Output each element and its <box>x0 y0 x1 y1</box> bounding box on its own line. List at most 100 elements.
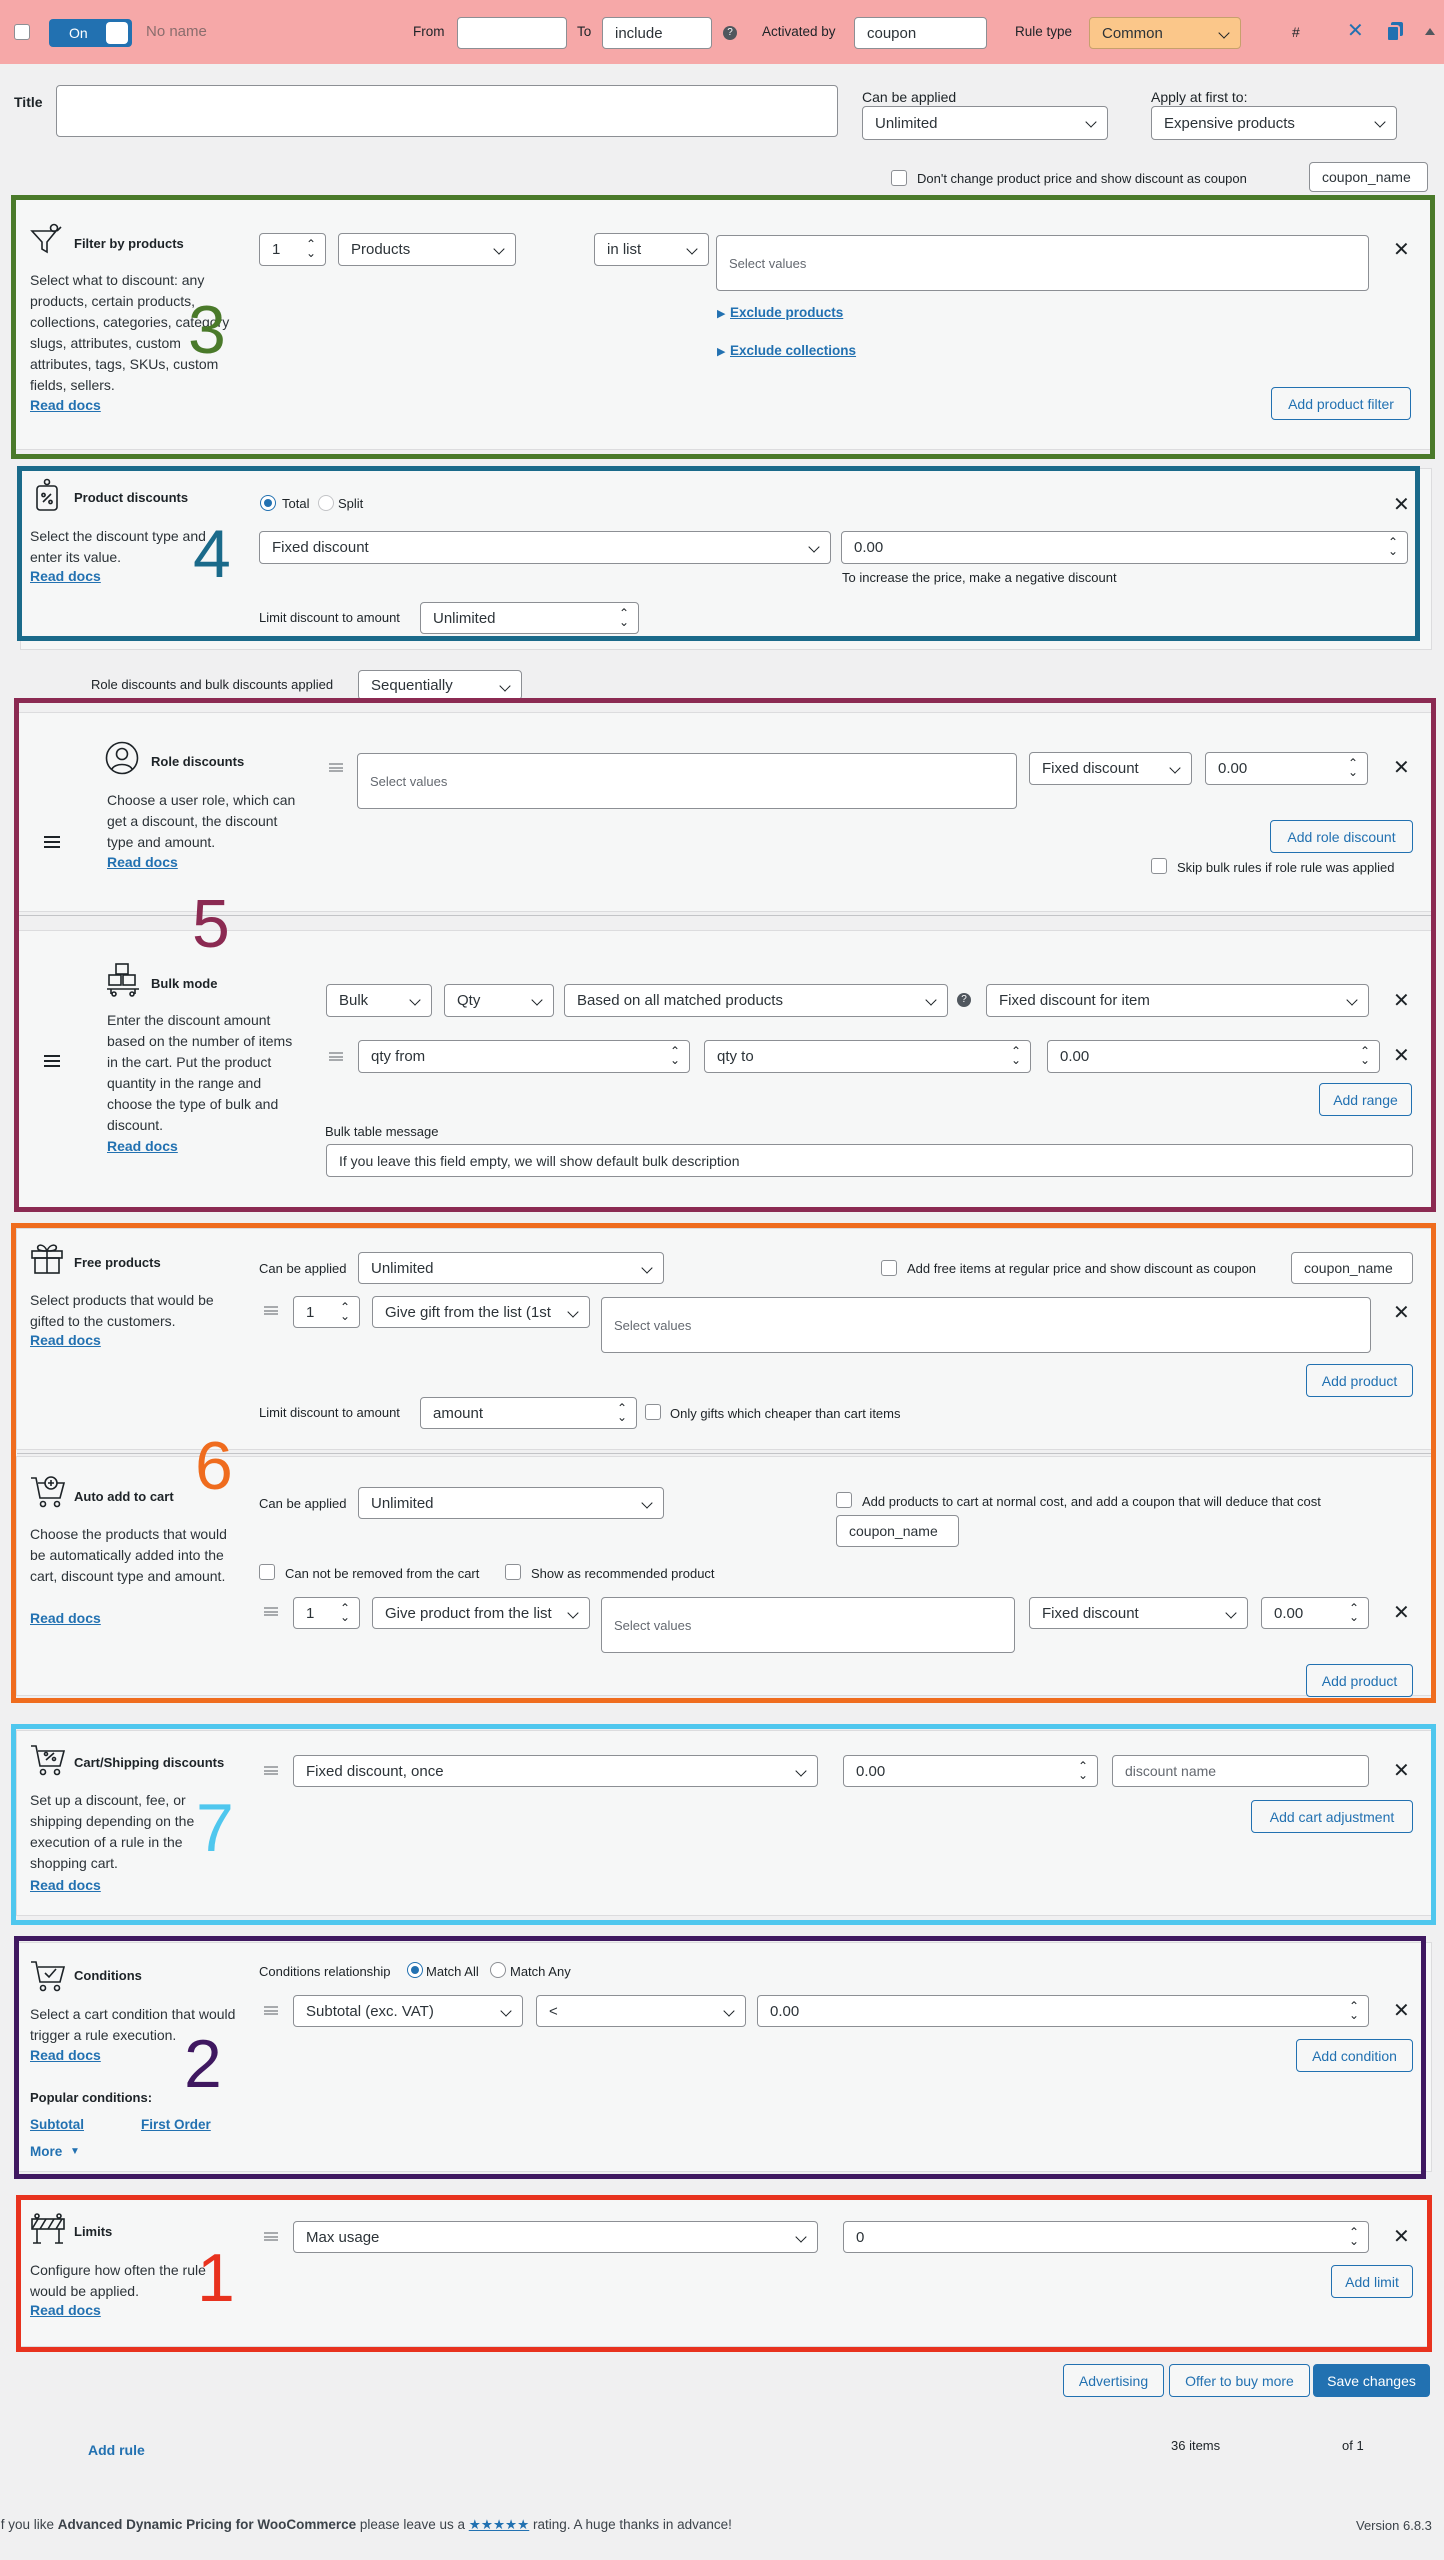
condition-remove-icon[interactable]: ✕ <box>1393 2000 1410 2022</box>
activated-by-input[interactable]: coupon <box>854 17 987 49</box>
limit-remove-icon[interactable]: ✕ <box>1393 2226 1410 2248</box>
split-radio[interactable] <box>318 495 334 511</box>
auto-qty-input[interactable]: 1 <box>293 1597 360 1629</box>
collapse-icon[interactable] <box>1425 28 1435 35</box>
cart-remove-icon[interactable]: ✕ <box>1393 1760 1410 1782</box>
role-discount-type-select[interactable]: Fixed discount <box>1029 752 1192 785</box>
bulk-measure-select[interactable]: Qty <box>444 984 554 1017</box>
not-removed-checkbox[interactable] <box>259 1564 275 1580</box>
limit-value-input[interactable]: 0 <box>843 2221 1369 2253</box>
title-input[interactable] <box>56 85 838 137</box>
filter-type-select[interactable]: Products <box>338 233 516 266</box>
rule-enable-toggle[interactable]: On <box>49 19 132 47</box>
advertising-button[interactable]: Advertising <box>1063 2364 1164 2397</box>
limits-read-docs-link[interactable]: Read docs <box>30 2302 101 2318</box>
gift-type-select[interactable]: Give gift from the list (1st <box>372 1296 590 1328</box>
save-changes-button[interactable]: Save changes <box>1313 2364 1430 2397</box>
auto-row-drag-icon[interactable] <box>264 1607 278 1616</box>
condition-row-drag-icon[interactable] <box>264 2006 278 2015</box>
cart-row-drag-icon[interactable] <box>264 1766 278 1775</box>
free-can-be-applied-select[interactable]: Unlimited <box>358 1252 664 1284</box>
free-regular-price-checkbox[interactable] <box>881 1260 897 1276</box>
add-product-filter-button[interactable]: Add product filter <box>1271 387 1411 420</box>
qty-to-input[interactable]: qty to <box>704 1040 1031 1073</box>
bulk-read-docs-link[interactable]: Read docs <box>107 1138 178 1154</box>
conditions-read-docs-link[interactable]: Read docs <box>30 2047 101 2063</box>
coupon-name-input[interactable]: coupon_name <box>1309 162 1428 192</box>
gift-row-drag-icon[interactable] <box>264 1306 278 1315</box>
auto-product-select[interactable]: Give product from the list <box>372 1597 590 1629</box>
bulk-remove-icon[interactable]: ✕ <box>1393 990 1410 1012</box>
filter-operator-select[interactable]: in list <box>594 233 709 266</box>
cheaper-gifts-checkbox[interactable] <box>645 1404 661 1420</box>
gift-values-input[interactable]: Select values <box>601 1297 1371 1353</box>
cart-read-docs-link[interactable]: Read docs <box>30 1877 101 1893</box>
apply-first-select[interactable]: Expensive products <box>1151 106 1397 140</box>
bulk-drag-handle-icon[interactable] <box>44 1055 60 1067</box>
bulk-based-on-select[interactable]: Based on all matched products <box>564 984 948 1017</box>
condition-value-input[interactable]: 0.00 <box>757 1995 1369 2027</box>
limit-type-select[interactable]: Max usage <box>293 2221 818 2253</box>
role-row-drag-icon[interactable] <box>329 763 343 772</box>
product-discounts-remove-icon[interactable]: ✕ <box>1393 494 1410 516</box>
limit-amount-input[interactable]: Unlimited <box>420 602 639 634</box>
range-remove-icon[interactable]: ✕ <box>1393 1045 1410 1067</box>
filter-values-input[interactable]: Select values <box>716 235 1369 291</box>
add-rule-link[interactable]: Add rule <box>88 2442 145 2458</box>
auto-coupon-name-input[interactable]: coupon_name <box>836 1515 959 1547</box>
popular-first-order-link[interactable]: First Order <box>141 2117 211 2132</box>
popular-subtotal-link[interactable]: Subtotal <box>30 2117 84 2132</box>
product-discounts-read-docs-link[interactable]: Read docs <box>30 568 101 584</box>
add-range-button[interactable]: Add range <box>1319 1083 1412 1116</box>
range-value-input[interactable]: 0.00 <box>1047 1040 1380 1073</box>
auto-read-docs-link[interactable]: Read docs <box>30 1610 101 1626</box>
add-free-product-button[interactable]: Add product <box>1306 1364 1413 1397</box>
add-cart-adjustment-button[interactable]: Add cart adjustment <box>1251 1800 1413 1833</box>
from-date-input[interactable] <box>457 17 567 49</box>
free-limit-input[interactable]: amount <box>420 1397 637 1429</box>
rule-type-select[interactable]: Common <box>1089 17 1241 49</box>
filter-qty-input[interactable]: 1 <box>259 233 326 266</box>
duplicate-rule-icon[interactable] <box>1386 22 1403 42</box>
help-icon[interactable]: ? <box>723 26 737 40</box>
free-coupon-name-input[interactable]: coupon_name <box>1291 1252 1413 1284</box>
gift-remove-icon[interactable]: ✕ <box>1393 1302 1410 1324</box>
match-all-radio[interactable] <box>407 1962 423 1978</box>
discount-value-input[interactable]: 0.00 <box>841 531 1408 564</box>
exclude-collections-link[interactable]: Exclude collections <box>730 343 857 358</box>
exclude-products-link[interactable]: Exclude products <box>730 305 844 320</box>
role-read-docs-link[interactable]: Read docs <box>107 854 178 870</box>
rule-select-checkbox[interactable] <box>14 24 30 40</box>
condition-operator-select[interactable]: < <box>536 1995 746 2027</box>
offer-to-buy-more-button[interactable]: Offer to buy more <box>1169 2364 1310 2397</box>
match-any-radio[interactable] <box>490 1962 506 1978</box>
condition-field-select[interactable]: Subtotal (exc. VAT) <box>293 1995 523 2027</box>
add-role-discount-button[interactable]: Add role discount <box>1270 820 1413 853</box>
recommended-checkbox[interactable] <box>505 1564 521 1580</box>
role-discount-value-input[interactable]: 0.00 <box>1205 752 1368 785</box>
add-condition-button[interactable]: Add condition <box>1296 2039 1413 2072</box>
normal-cost-checkbox[interactable] <box>836 1492 852 1508</box>
filter-read-docs-link[interactable]: Read docs <box>30 397 101 413</box>
add-limit-button[interactable]: Add limit <box>1331 2265 1413 2298</box>
gift-qty-input[interactable]: 1 <box>293 1296 360 1328</box>
auto-can-be-applied-select[interactable]: Unlimited <box>358 1487 664 1519</box>
limit-row-drag-icon[interactable] <box>264 2232 278 2241</box>
skip-bulk-checkbox[interactable] <box>1151 858 1167 874</box>
delete-rule-icon[interactable]: ✕ <box>1347 20 1364 42</box>
auto-values-input[interactable]: Select values <box>601 1597 1015 1653</box>
bulk-message-input[interactable]: If you leave this field empty, we will s… <box>326 1144 1413 1177</box>
qty-from-input[interactable]: qty from <box>358 1040 690 1073</box>
auto-discount-type-select[interactable]: Fixed discount <box>1029 1597 1248 1629</box>
role-values-input[interactable]: Select values <box>357 753 1017 809</box>
total-radio[interactable] <box>260 495 276 511</box>
auto-remove-icon[interactable]: ✕ <box>1393 1602 1410 1624</box>
range-drag-icon[interactable] <box>329 1052 343 1061</box>
help-icon[interactable]: ? <box>957 993 971 1007</box>
bulk-mode-select[interactable]: Bulk <box>326 984 432 1017</box>
free-read-docs-link[interactable]: Read docs <box>30 1332 101 1348</box>
role-drag-handle-icon[interactable] <box>44 836 60 848</box>
more-conditions-link[interactable]: More <box>30 2144 63 2159</box>
discount-type-select[interactable]: Fixed discount <box>259 531 831 564</box>
cart-adjustment-value-input[interactable]: 0.00 <box>843 1755 1098 1787</box>
